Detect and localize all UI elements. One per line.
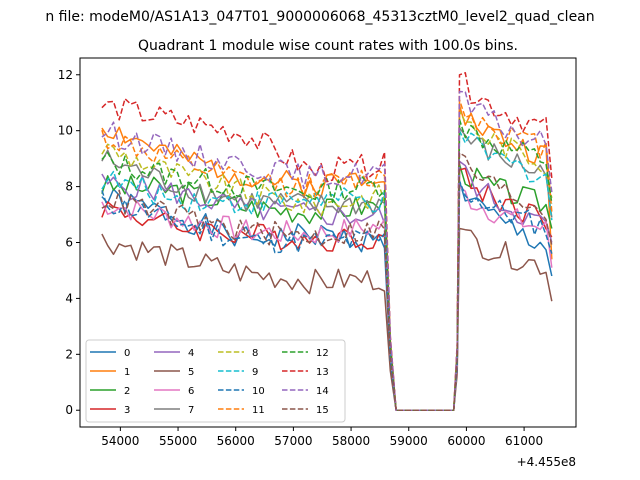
legend-label-3: 3 — [124, 405, 130, 416]
series-line-12 — [101, 118, 553, 411]
legend-label-8: 8 — [252, 348, 258, 359]
y-tick-label: 0 — [65, 403, 73, 417]
x-tick-label: 55000 — [159, 434, 197, 448]
x-tick-label: 58000 — [332, 434, 370, 448]
legend-label-12: 12 — [316, 348, 329, 359]
y-axis: 0 2 4 6 8 10 12 — [58, 68, 80, 417]
x-tick-label: 57000 — [274, 434, 312, 448]
series-line-11 — [101, 99, 553, 411]
legend-label-0: 0 — [124, 348, 130, 359]
legend-label-14: 14 — [316, 386, 329, 397]
series-line-15 — [101, 152, 553, 411]
y-tick-label: 6 — [65, 236, 73, 250]
figure-suptitle: n file: modeM0/AS1A13_047T01_9000006068_… — [45, 9, 594, 25]
legend-label-2: 2 — [124, 386, 130, 397]
legend-label-5: 5 — [188, 367, 194, 378]
legend-label-15: 15 — [316, 405, 329, 416]
series-line-8 — [101, 110, 553, 411]
y-tick-label: 2 — [65, 347, 73, 361]
series-line-1 — [101, 104, 553, 411]
legend-label-9: 9 — [252, 367, 258, 378]
y-tick-label: 4 — [65, 291, 73, 305]
x-tick-label: 54000 — [101, 434, 139, 448]
series-line-9 — [101, 129, 553, 411]
series-layer — [101, 72, 553, 411]
x-tick-label: 59000 — [390, 434, 428, 448]
series-line-2 — [101, 163, 553, 411]
legend-label-4: 4 — [188, 348, 194, 359]
legend-label-10: 10 — [252, 386, 265, 397]
y-tick-label: 8 — [65, 180, 73, 194]
x-tick-label: 61000 — [505, 434, 543, 448]
x-axis: 54000 55000 56000 57000 58000 59000 60000 61000 — [101, 427, 543, 448]
legend-label-13: 13 — [316, 367, 329, 378]
legend-label-1: 1 — [124, 367, 130, 378]
series-line-4 — [101, 160, 553, 411]
x-tick-label: 56000 — [217, 434, 255, 448]
y-tick-label: 12 — [58, 68, 73, 82]
x-tick-label: 60000 — [447, 434, 485, 448]
x-offset-label: +4.455e8 — [517, 455, 576, 469]
legend-label-11: 11 — [252, 405, 265, 416]
chart-title: Quadrant 1 module wise count rates with … — [138, 38, 518, 54]
legend-label-7: 7 — [188, 405, 194, 416]
series-line-10 — [101, 180, 553, 411]
series-line-14 — [101, 90, 553, 411]
series-line-5 — [101, 227, 553, 411]
legend-label-6: 6 — [188, 386, 194, 397]
y-tick-label: 10 — [58, 124, 73, 138]
legend-box — [85, 339, 346, 423]
